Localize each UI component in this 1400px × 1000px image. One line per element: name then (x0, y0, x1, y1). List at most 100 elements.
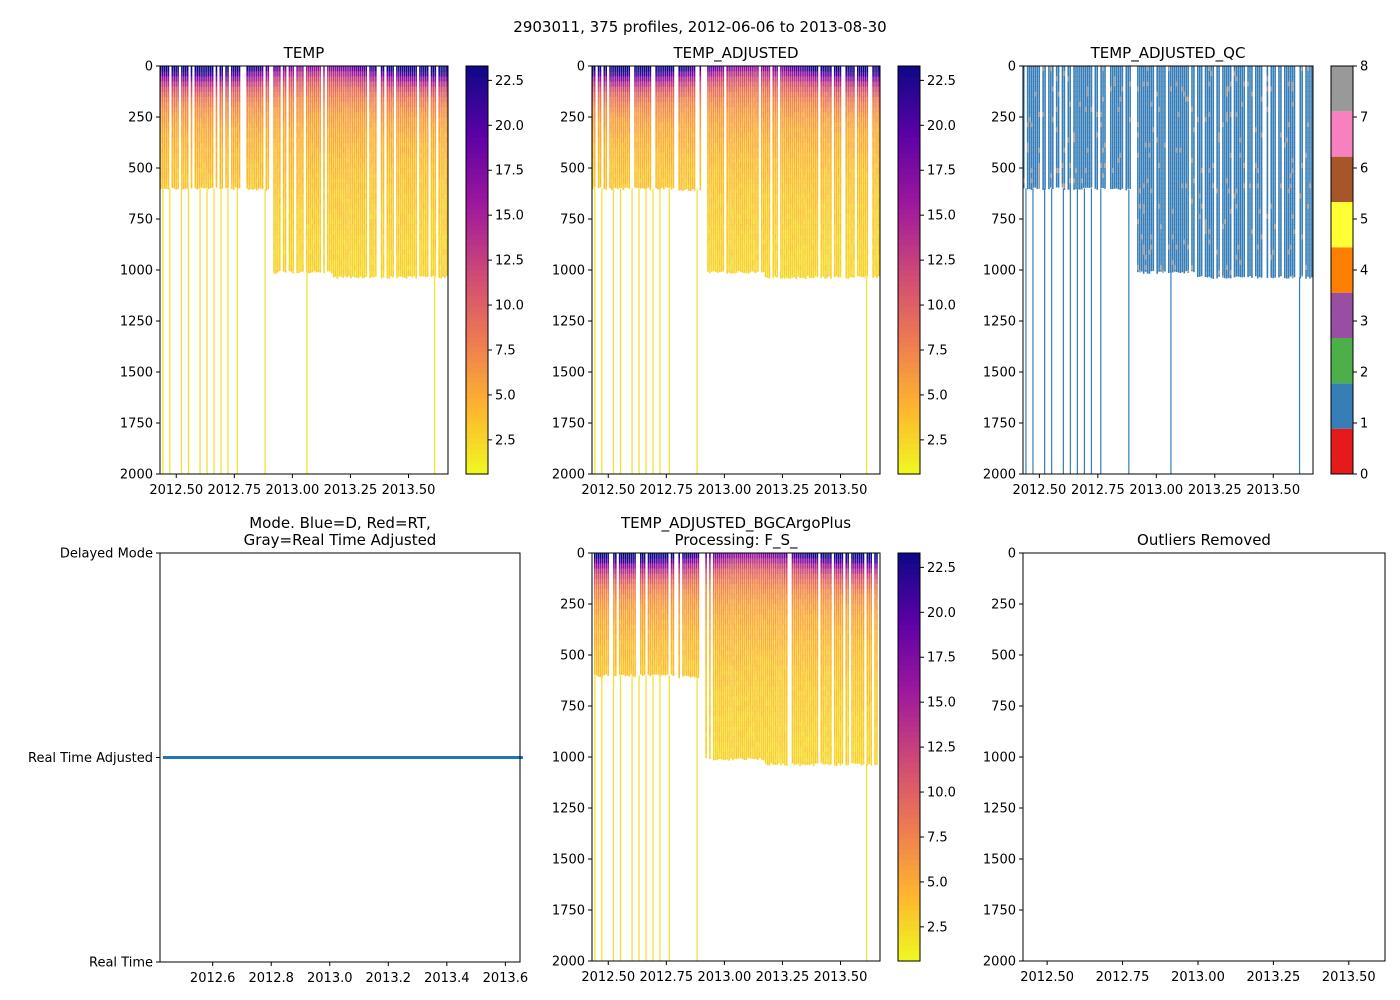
temp-cell (400, 168, 402, 174)
temp-cell (221, 106, 224, 113)
temp-cell (421, 142, 423, 148)
temp-cell (398, 188, 400, 194)
temp-cell (200, 147, 202, 154)
temp-cell (225, 162, 227, 169)
temp-cell (373, 162, 375, 169)
temp-cell (430, 157, 433, 164)
temp-cell (359, 111, 362, 118)
temp_adj-cell (597, 162, 600, 169)
temp-cell (380, 157, 383, 164)
temp-cell (250, 152, 252, 159)
temp-cell (167, 183, 170, 189)
temp-cell (211, 183, 214, 188)
temp-cell (175, 106, 177, 113)
temp-cell (279, 203, 281, 210)
temp_adj-cell (626, 111, 629, 118)
temp-cell (336, 193, 339, 199)
temp-cell (277, 178, 279, 184)
temp-colorbar-step (466, 270, 488, 276)
temp-cell (307, 101, 310, 108)
temp-cell (361, 249, 364, 256)
temp-cell (382, 270, 385, 276)
temp-cell (353, 229, 356, 235)
temp-cell (327, 132, 329, 138)
temp_adj-cell (597, 86, 600, 92)
temp-cell (411, 86, 414, 92)
temp-cell (234, 122, 237, 128)
temp-cell (407, 142, 410, 148)
temp-cell (409, 234, 412, 240)
temp-cell (248, 127, 250, 133)
temp-cell (296, 183, 298, 189)
temp-cell (334, 188, 337, 194)
temp-cell (296, 152, 298, 159)
temp_adj-cell (592, 188, 594, 190)
temp-cell (440, 86, 442, 92)
temp_adj-cell (636, 66, 638, 72)
temp-cell (405, 142, 408, 148)
temp-cell (167, 117, 170, 123)
temp-cell (163, 178, 166, 184)
temp-cell (344, 152, 346, 159)
temp-cell (305, 249, 308, 256)
temp-cell (323, 86, 325, 92)
temp-cell (426, 173, 429, 179)
temp-cell (438, 71, 440, 77)
temp-cell (369, 173, 371, 179)
temp-cell (292, 239, 295, 245)
temp_adj-cell (597, 101, 600, 108)
temp_adj-cell (609, 71, 611, 77)
temp-cell (273, 117, 275, 123)
temp_adj-cell (615, 122, 617, 128)
temp-cell (183, 91, 185, 97)
temp-cell (284, 208, 287, 215)
temp-deep-profile (236, 188, 238, 474)
temp-cell (181, 81, 183, 87)
temp-cell (426, 178, 429, 184)
temp-cell (206, 117, 208, 123)
temp-cell (430, 249, 433, 256)
temp-cell (234, 183, 237, 188)
temp_adj-cell (592, 137, 594, 143)
temp-colorbar-step (466, 428, 488, 434)
temp-cell (424, 173, 427, 179)
temp-cell (415, 229, 417, 235)
temp-cell (302, 229, 304, 235)
temp-cell (411, 157, 414, 164)
temp-cell (171, 157, 174, 164)
temp-cell (369, 213, 371, 220)
temp-cell (411, 122, 414, 128)
temp-cell (279, 127, 281, 133)
temp_adj-cell (616, 111, 619, 118)
temp-cell (398, 193, 400, 199)
temp_adj-cell (624, 132, 627, 138)
temp-cell (328, 147, 331, 154)
temp-cell (392, 66, 394, 72)
temp-cell (432, 224, 435, 230)
temp-cell (403, 183, 406, 189)
temp-cell (300, 178, 302, 184)
temp-cell (305, 81, 308, 87)
temp-cell (236, 101, 239, 108)
temp-cell (411, 152, 414, 159)
temp-cell (369, 76, 371, 82)
temp-cell (175, 132, 177, 138)
temp-cell (307, 173, 310, 179)
temp-cell (444, 234, 446, 240)
temp_adj-cell (599, 127, 602, 133)
temp-cell (202, 86, 204, 92)
temp-cell (292, 111, 295, 118)
temp_adj-cell (628, 106, 631, 113)
temp-cell (273, 132, 275, 138)
temp_adj-cell (638, 96, 640, 103)
temp-cell (261, 178, 264, 184)
temp-cell (365, 275, 368, 278)
temp-cell (234, 101, 237, 108)
temp-cell (388, 157, 391, 164)
temp-cell (340, 270, 343, 276)
temp_adj-cell (618, 91, 621, 97)
temp-cell (231, 91, 233, 97)
temp-cell (348, 244, 350, 250)
temp-cell (323, 152, 325, 159)
temp-cell (336, 122, 339, 128)
